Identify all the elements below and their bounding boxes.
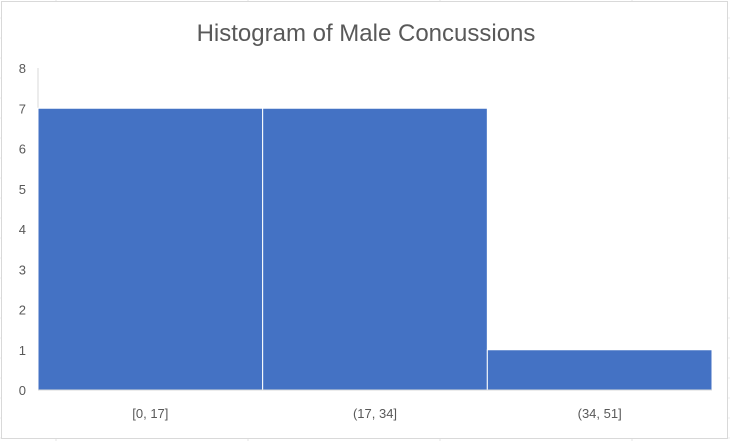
y-tick-label: 0 [19, 383, 26, 398]
y-tick-label: 1 [19, 343, 26, 358]
y-tick-label: 5 [19, 182, 26, 197]
x-tick-label: (34, 51] [578, 406, 622, 421]
x-tick-label: [0, 17] [132, 406, 168, 421]
bar [262, 107, 488, 391]
chart-title: Histogram of Male Concussions [197, 20, 536, 47]
y-tick-label: 4 [19, 222, 26, 237]
y-tick-label: 3 [19, 262, 26, 277]
bars [37, 107, 713, 391]
y-tick-label: 2 [19, 303, 26, 318]
x-axis: [0, 17] (17, 34] (34, 51] [38, 389, 712, 421]
y-tick-label: 8 [19, 61, 26, 76]
bar [37, 107, 264, 391]
y-tick-label: 7 [19, 101, 26, 116]
x-tick-label: (17, 34] [353, 406, 397, 421]
bar [486, 349, 713, 391]
y-tick-label: 6 [19, 142, 26, 157]
